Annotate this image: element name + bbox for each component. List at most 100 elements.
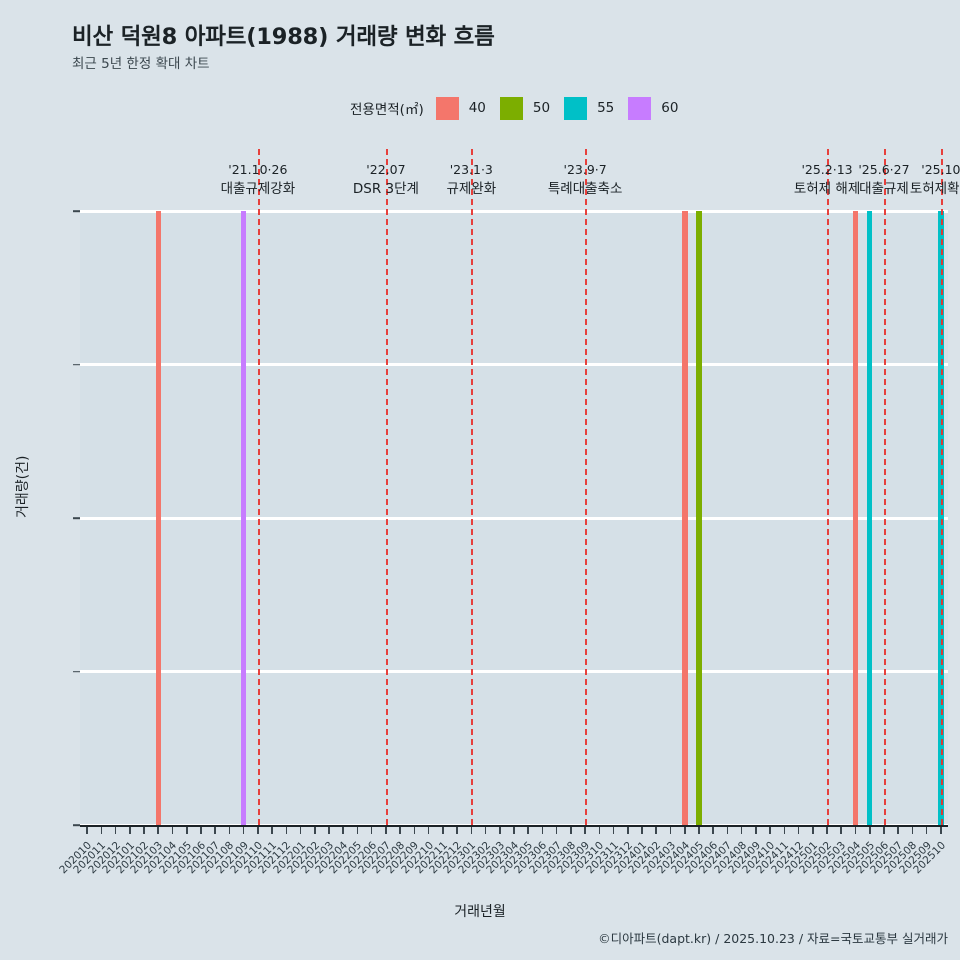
y-axis-tick-mark: [73, 824, 80, 826]
event-line: [827, 149, 830, 825]
event-annotation: '23.1·3 규제완화: [446, 160, 496, 199]
event-annotation-date: '23.1·3: [449, 162, 493, 177]
x-axis-tick-mark: [413, 827, 416, 834]
x-axis-tick-mark: [854, 827, 857, 834]
event-annotation-date: '21.10·26: [228, 162, 288, 177]
x-axis-tick-mark: [555, 827, 558, 834]
bar: [240, 211, 247, 825]
y-axis-tick-mark: [73, 363, 80, 366]
bar: [852, 211, 859, 825]
x-axis-tick-mark: [143, 827, 145, 834]
event-annotation-text: 규제완화: [446, 181, 497, 197]
x-axis-tick-mark: [641, 827, 643, 834]
legend-item[interactable]: 60: [628, 96, 679, 120]
gridline: [80, 516, 948, 520]
y-axis-tick-mark: [73, 670, 80, 673]
y-axis-label: 거래량(건): [15, 455, 31, 518]
x-axis-tick-mark: [797, 827, 800, 834]
x-axis-tick-mark: [826, 827, 828, 834]
x-axis-tick-mark: [840, 827, 843, 834]
x-axis-tick-mark: [627, 827, 629, 834]
plot-area: [80, 149, 948, 827]
event-line: [471, 149, 474, 825]
y-axis-tick-mark: [73, 210, 80, 212]
x-axis-tick-mark: [570, 827, 572, 834]
x-axis-tick-mark: [612, 827, 615, 834]
x-axis-tick-mark: [370, 827, 373, 834]
x-axis-tick-mark: [285, 827, 288, 834]
event-line: [385, 149, 388, 825]
event-annotation: '25.6·27 대출규제: [858, 160, 909, 199]
x-axis-tick-mark: [171, 827, 174, 834]
x-axis-label: 거래년월: [454, 904, 506, 920]
bar: [696, 211, 702, 825]
legend-item-label: 50: [532, 100, 551, 116]
event-annotation-date: '25.10: [921, 162, 960, 177]
event-annotation-date: '23.9·7: [563, 162, 607, 177]
page-subtitle: 최근 5년 한정 확대 차트: [72, 56, 210, 72]
event-annotation: '21.10·26 대출규제강화: [221, 160, 296, 199]
bar: [866, 211, 873, 825]
x-axis-tick-mark: [755, 827, 757, 834]
x-axis-tick-mark: [868, 827, 871, 834]
x-axis-tick-mark: [242, 827, 245, 834]
x-axis-tick-mark: [328, 827, 330, 834]
event-annotation-date: '25.2·13: [801, 162, 853, 177]
x-axis-tick-mark: [513, 827, 515, 834]
x-axis-tick-mark: [427, 827, 430, 834]
x-axis-tick-mark: [541, 827, 544, 834]
event-annotation: '23.9·7 특례대출축소: [548, 160, 623, 199]
x-axis-tick-mark: [883, 827, 885, 834]
event-annotation-text: DSR 3단계: [352, 181, 419, 197]
event-annotation-text: 특례대출축소: [547, 181, 623, 197]
event-line: [257, 149, 260, 825]
legend-item[interactable]: 40: [435, 96, 486, 120]
legend-swatch-icon: [564, 96, 588, 120]
x-axis-tick-mark: [740, 827, 743, 834]
event-annotation: '25.10 토허제확대: [910, 160, 960, 199]
x-axis-tick-mark: [712, 827, 714, 834]
x-axis-tick-mark: [157, 827, 160, 834]
legend-item[interactable]: 50: [499, 96, 551, 120]
gridline: [80, 363, 948, 366]
event-line: [585, 149, 588, 825]
x-axis-tick-mark: [442, 827, 444, 834]
legend-swatch-icon: [499, 96, 523, 120]
x-axis-tick-mark: [470, 827, 473, 834]
x-axis-tick-mark: [214, 827, 216, 834]
x-axis-tick-mark: [271, 827, 273, 834]
event-annotation-date: '25.6·27: [858, 162, 910, 177]
x-axis-tick-mark: [598, 827, 601, 834]
x-axis-tick-mark: [812, 827, 814, 834]
x-axis-tick-mark: [897, 827, 899, 834]
gridline: [80, 209, 948, 213]
x-axis-tick-mark: [925, 827, 928, 834]
x-axis-tick-mark: [669, 827, 672, 834]
x-axis-tick-mark: [257, 827, 259, 834]
legend-item-label: 60: [661, 100, 679, 116]
event-annotation-text: 토허제확대: [909, 181, 960, 197]
x-axis-tick-mark: [655, 827, 658, 834]
x-axis-tick-mark: [299, 827, 302, 834]
x-axis-tick-mark: [726, 827, 729, 834]
footer-credit: ©디아파트(dapt.kr) / 2025.10.23 / 자료=국토교통부 실…: [598, 931, 948, 946]
legend-swatch-icon: [628, 96, 652, 120]
legend: 전용면적(㎡) 40 50 55 60: [350, 96, 692, 120]
x-axis-tick-mark: [129, 827, 131, 834]
event-annotation: '25.2·13 토허제 해제: [794, 160, 860, 199]
event-annotation-text: 토허제 해제: [793, 181, 861, 197]
event-line: [883, 149, 886, 825]
bar: [682, 211, 688, 825]
x-axis-tick-mark: [185, 827, 188, 834]
y-axis-tick-mark: [73, 517, 80, 519]
event-annotation-text: 대출규제강화: [220, 181, 296, 197]
x-axis-tick-mark: [356, 827, 359, 834]
legend-item-label: 40: [468, 100, 486, 116]
legend-item[interactable]: 55: [564, 96, 614, 120]
x-axis-line: [80, 825, 948, 827]
event-annotation-date: '22.07: [366, 162, 406, 177]
page-title: 비산 덕원8 아파트(1988) 거래량 변화 흐름: [72, 24, 495, 50]
gridline: [80, 670, 948, 673]
x-axis-tick-mark: [114, 827, 117, 834]
